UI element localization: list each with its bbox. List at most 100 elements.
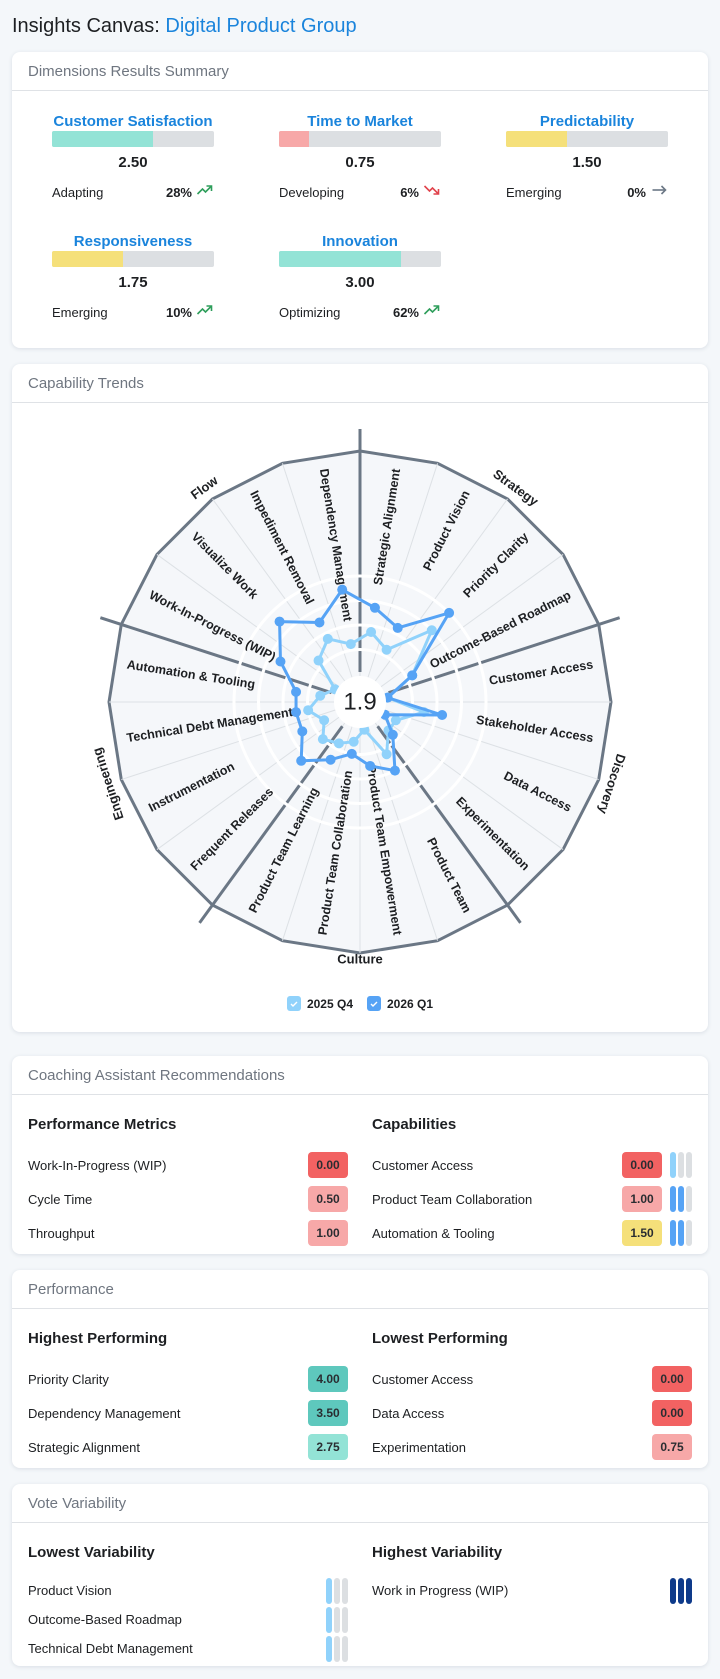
data-point[interactable] [348,736,359,747]
item-name: Customer Access [372,1157,474,1173]
vote-variability-card: Vote Variability Lowest Variability Produ… [12,1484,708,1666]
data-point[interactable] [437,710,448,721]
page-title: Insights Canvas: Digital Product Group [12,12,357,40]
category-divider [99,616,332,695]
variability-indicator [670,1186,692,1212]
item-name: Experimentation [372,1439,466,1455]
data-point[interactable] [407,670,418,681]
list-item[interactable]: Customer Access 0.00 [372,1362,692,1396]
legend-label: 2025 Q4 [306,996,353,1011]
item-name: Priority Clarity [28,1371,109,1387]
data-point[interactable] [322,633,333,644]
list-item[interactable]: Automation & Tooling 1.50 [372,1216,692,1250]
data-point[interactable] [297,726,308,737]
variability-bar [678,1186,684,1212]
data-point[interactable] [291,686,302,697]
data-point[interactable] [345,639,356,650]
score-badge: 3.50 [308,1400,348,1426]
card-title: Vote Variability [12,1484,708,1523]
list-item[interactable]: Priority Clarity 4.00 [28,1362,348,1396]
change-percent: 6% [400,185,419,200]
data-point[interactable] [392,622,403,633]
data-point[interactable] [296,755,307,766]
legend-item-2026-q1[interactable]: 2026 Q1 [367,996,433,1011]
list-item[interactable]: Cycle Time 0.50 [28,1182,348,1216]
item-name: Work in Progress (WIP) [372,1583,509,1598]
score-badge: 0.00 [652,1400,692,1426]
variability-bar [342,1606,348,1633]
score-badge: 0.50 [308,1186,348,1212]
change-percent: 10% [165,305,192,320]
variability-bar [670,1152,676,1178]
checkbox-icon[interactable] [367,996,381,1011]
dimension-name[interactable]: Predictability [539,113,635,130]
list-item[interactable]: Data Access 0.00 [372,1396,692,1430]
data-point[interactable] [426,625,437,636]
data-point[interactable] [319,715,330,726]
variability-indicator [670,1152,692,1178]
change-percent: 62% [392,305,419,320]
score-badge: 0.00 [652,1366,692,1392]
data-point[interactable] [369,602,380,613]
list-item[interactable]: Product Team Collaboration 1.00 [372,1182,692,1216]
dimensions-summary-card: Dimensions Results Summary Customer Sati… [12,52,708,348]
list-item[interactable]: Outcome-Based Roadmap [28,1605,348,1634]
data-point[interactable] [381,749,392,760]
list-item[interactable]: Dependency Management 3.50 [28,1396,348,1430]
variability-indicator [670,1220,692,1246]
variability-indicator [326,1606,348,1633]
data-point[interactable] [389,765,400,776]
data-point[interactable] [303,705,314,716]
data-point[interactable] [325,754,336,765]
data-point[interactable] [317,734,328,745]
trend-up-icon [423,303,441,323]
variability-bar [342,1635,348,1662]
list-item[interactable]: Product Vision [28,1576,348,1605]
card-title: Coaching Assistant Recommendations [12,1056,708,1095]
progress-fill [506,131,567,147]
dimension-progress-bar [52,251,214,267]
data-point[interactable] [314,617,325,628]
list-item[interactable]: Work-In-Progress (WIP) 0.00 [28,1148,348,1182]
dimension-status: Emerging 0% [506,183,668,203]
dimension-name[interactable]: Responsiveness [73,233,193,250]
data-point[interactable] [274,616,285,627]
data-point[interactable] [444,607,455,618]
dimension-name[interactable]: Innovation [322,233,398,250]
list-item[interactable]: Experimentation 0.75 [372,1430,692,1464]
dimension-score: 2.50 [118,154,148,171]
item-name: Dependency Management [28,1405,181,1421]
list-item[interactable]: Customer Access 0.00 [372,1148,692,1182]
score-badge: 1.00 [308,1220,348,1246]
item-name: Data Access [372,1405,445,1421]
data-point[interactable] [275,656,286,667]
center-badge [334,676,386,728]
change-percent: 28% [165,185,192,200]
data-point[interactable] [387,729,398,740]
list-item[interactable]: Strategic Alignment 2.75 [28,1430,348,1464]
checkbox-icon[interactable] [286,996,301,1011]
data-point[interactable] [333,738,344,749]
list-item[interactable]: Work in Progress (WIP) [372,1576,692,1605]
variability-bar [326,1635,332,1662]
data-point[interactable] [346,748,357,759]
maturity-stage: Emerging [506,185,562,200]
dimension-status: Adapting 28% [52,183,214,203]
data-point[interactable] [381,644,392,655]
list-item[interactable]: Technical Debt Management [28,1634,348,1663]
data-point[interactable] [337,584,348,595]
group-name: Digital Product Group [165,15,357,37]
data-point[interactable] [390,715,401,726]
overall-score: 1.9 [343,688,376,715]
data-point[interactable] [291,707,302,718]
dimension-name[interactable]: Customer Satisfaction [53,113,213,130]
legend-item-2025-q4[interactable]: 2025 Q4 [286,996,353,1011]
variability-bar [686,1152,692,1178]
data-point[interactable] [315,690,326,701]
data-point[interactable] [365,760,376,771]
data-point[interactable] [313,655,324,666]
data-point[interactable] [366,626,377,637]
dimension-name[interactable]: Time to Market [307,113,413,130]
column-heading: Lowest Variability [28,1544,155,1561]
list-item[interactable]: Throughput 1.00 [28,1216,348,1250]
